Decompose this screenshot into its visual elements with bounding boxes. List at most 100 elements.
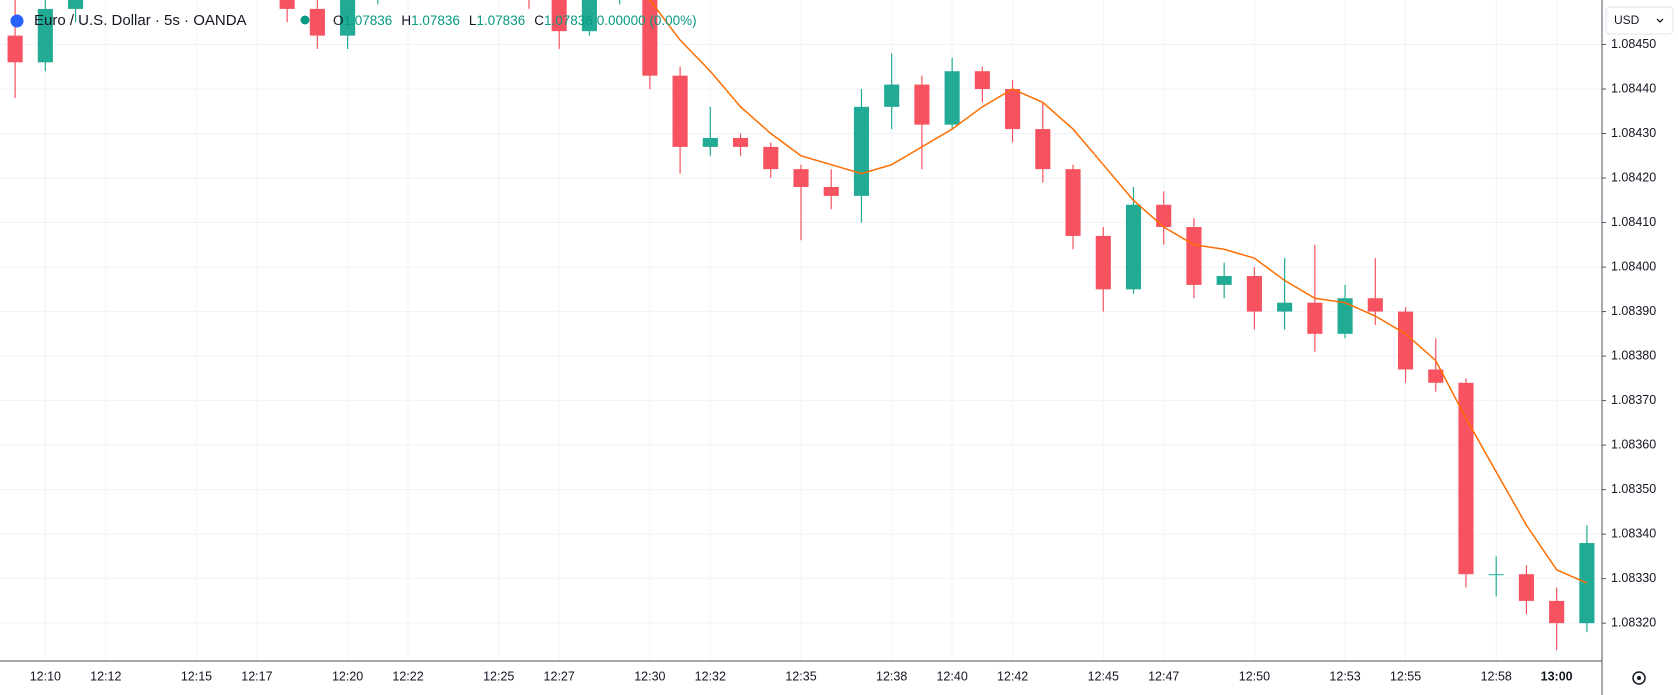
candle-body <box>1186 227 1202 285</box>
candle-body <box>1549 600 1565 624</box>
x-tick-label: 12:40 <box>936 669 967 683</box>
candle-body <box>763 146 779 170</box>
candle-body <box>581 0 597 32</box>
symbol-icon <box>10 14 24 28</box>
candle-body <box>1488 574 1504 576</box>
plot-area <box>7 0 1595 650</box>
y-tick-label: 1.08410 <box>1611 215 1656 229</box>
legend-key: H <box>401 13 411 28</box>
candle-body <box>1307 302 1323 334</box>
y-tick-label: 1.08450 <box>1611 37 1656 51</box>
candle-body <box>309 8 325 36</box>
candle-body <box>1125 204 1142 290</box>
candle-body <box>672 75 688 147</box>
x-tick-label: 13:00 <box>1541 669 1573 683</box>
settings-icon[interactable] <box>1632 671 1646 685</box>
ohlc-legend: O1.07836 H1.07836 L1.07836 C1.07836 0.00000 … <box>333 13 697 28</box>
y-tick-label: 1.08380 <box>1611 348 1656 362</box>
x-tick-label: 12:50 <box>1239 669 1270 683</box>
candle-body <box>793 169 809 187</box>
legend-value: 1.07836 <box>411 13 460 28</box>
y-tick-label: 1.08360 <box>1611 437 1656 451</box>
y-tick-label: 1.08430 <box>1611 126 1656 140</box>
x-tick-label: 12:47 <box>1148 669 1179 683</box>
x-tick-label: 12:25 <box>483 669 514 683</box>
candle-body <box>1095 235 1111 290</box>
candle-body <box>1156 204 1172 228</box>
candle-body <box>884 84 900 107</box>
currency-button[interactable]: USD <box>1605 6 1674 35</box>
candle-body <box>1035 129 1051 170</box>
x-tick-label: 12:58 <box>1481 669 1512 683</box>
candle-body <box>1428 369 1444 383</box>
x-tick-label: 12:17 <box>241 669 272 683</box>
candle-body <box>1246 275 1262 312</box>
x-tick-label: 12:45 <box>1088 669 1119 683</box>
currency-box[interactable] <box>1605 6 1674 35</box>
candle-body <box>7 35 23 63</box>
x-tick-label: 12:53 <box>1329 669 1360 683</box>
x-tick-label: 12:35 <box>785 669 816 683</box>
candle-body <box>642 0 658 76</box>
candle-body <box>1397 311 1414 370</box>
x-tick-label: 12:20 <box>332 669 363 683</box>
y-tick-label: 1.08320 <box>1611 615 1656 629</box>
candle-body <box>1458 382 1474 575</box>
legend-key: L <box>469 13 477 28</box>
grid <box>0 0 1602 661</box>
moving-average <box>647 0 1588 584</box>
market-status-dot <box>300 15 310 25</box>
x-tick-label: 12:55 <box>1390 669 1421 683</box>
legend-key: O <box>333 13 344 28</box>
x-tick-label: 12:27 <box>544 669 575 683</box>
y-tick-label: 1.08330 <box>1611 571 1656 585</box>
legend-key: C <box>534 13 544 28</box>
x-tick-label: 12:42 <box>997 669 1028 683</box>
x-tick-label: 12:10 <box>30 669 61 683</box>
candle-body <box>914 84 930 125</box>
legend-value: 1.07836 <box>476 13 525 28</box>
y-tick-label: 1.08440 <box>1611 81 1656 95</box>
header: Euro / U.S. Dollar · 5s · OANDA O1.07836… <box>10 12 697 29</box>
candle-body <box>37 8 53 63</box>
candle-body <box>551 0 567 32</box>
currency-chevron[interactable] <box>1656 18 1664 23</box>
x-tick-label: 12:32 <box>695 669 726 683</box>
legend-value: 1.07836 <box>344 13 393 28</box>
x-tick-label: 12:22 <box>392 669 423 683</box>
y-tick-label: 1.08350 <box>1611 482 1656 496</box>
candle-body <box>1277 302 1293 312</box>
candle-body <box>1065 169 1081 236</box>
chart-title: Euro / U.S. Dollar · 5s · OANDA <box>34 12 247 29</box>
candle-body <box>1005 89 1021 130</box>
candle-body <box>340 0 356 36</box>
y-tick-label: 1.08370 <box>1611 393 1656 407</box>
settings-button[interactable] <box>1632 671 1646 685</box>
time-axis: 12:10 12:12 12:15 12:17 12:20 12:22 12:25 12:27… <box>30 669 1573 683</box>
currency-label[interactable]: USD <box>1614 13 1640 27</box>
candle-body <box>944 71 960 125</box>
candle-body <box>68 0 84 9</box>
y-tick-label: 1.08340 <box>1611 526 1656 540</box>
candle-body <box>1367 298 1383 312</box>
candle-body <box>974 71 990 90</box>
candle-body <box>823 186 839 196</box>
candle-body <box>853 106 870 196</box>
candle-body <box>702 137 718 147</box>
y-tick-label: 1.08390 <box>1611 304 1656 318</box>
candle-body <box>1337 298 1353 334</box>
x-tick-label: 12:12 <box>90 669 121 683</box>
y-tick-label: 1.08400 <box>1611 259 1656 273</box>
x-tick-label: 12:38 <box>876 669 907 683</box>
x-tick-label: 12:30 <box>634 669 665 683</box>
candle-body <box>732 137 749 147</box>
candle-body <box>1518 574 1534 601</box>
price-axis: 1.08320 1.08330 1.08340 1.08350 1.08360 1.083… <box>1602 37 1656 629</box>
candle-body <box>279 0 295 9</box>
legend-value: 1.07836 <box>544 13 593 28</box>
x-tick-label: 12:15 <box>181 669 212 683</box>
candle-body <box>1216 275 1232 285</box>
legend-change: 0.00000 (0.00%) <box>597 13 697 28</box>
settings-icon-center[interactable] <box>1637 676 1641 680</box>
